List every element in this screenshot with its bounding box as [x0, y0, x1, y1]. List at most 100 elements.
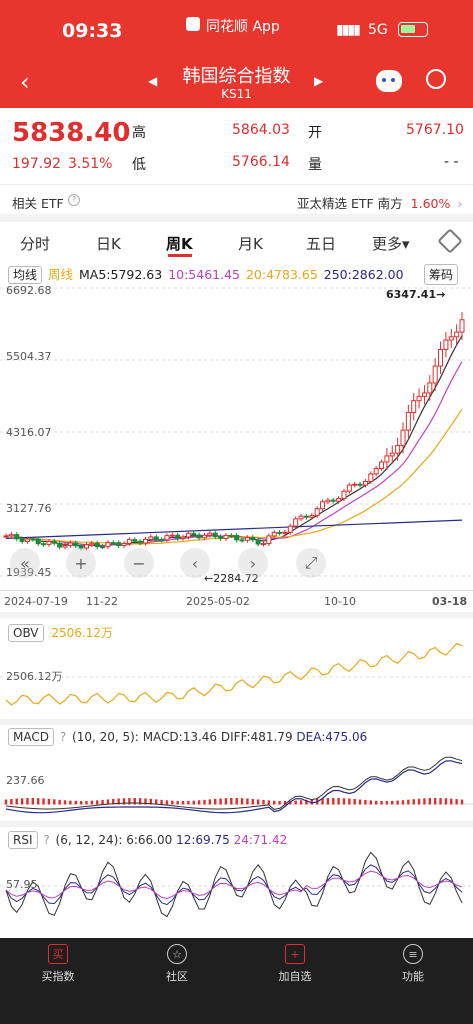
candle-body [255, 539, 261, 545]
kline-chart[interactable] [0, 280, 473, 590]
macd-bar [96, 800, 99, 805]
macd-bar [208, 799, 212, 805]
candle-body [137, 540, 143, 544]
chip-button[interactable]: 筹码 [424, 264, 459, 285]
x-label-1: 2024-07-19 [4, 595, 68, 608]
rsi-params: (6, 12, 24): [55, 833, 123, 847]
ma-type-dropdown[interactable]: 均线 [8, 266, 43, 284]
scroll-right-button[interactable]: › [238, 548, 268, 578]
candle-body [100, 546, 106, 549]
volume-label: 量 [308, 157, 322, 173]
macd-dropdown[interactable]: MACD [8, 728, 54, 746]
candle-body [438, 348, 444, 367]
zoom-in-button[interactable]: + [66, 548, 96, 578]
candle-body [223, 534, 229, 539]
candle-body [320, 501, 326, 510]
etf-label: 相关 ETF [12, 196, 64, 211]
scroll-left-button[interactable]: ‹ [180, 548, 210, 578]
macd-bar [294, 800, 297, 805]
etf-pct: 1.60% [410, 196, 451, 211]
tab-weekly[interactable]: 周K [166, 235, 193, 253]
back-icon[interactable]: ‹ [20, 68, 30, 96]
candle-body [126, 539, 132, 544]
tab-five-day[interactable]: 五日 [306, 235, 337, 253]
candle-body [459, 319, 465, 333]
macd-bar [63, 800, 67, 805]
candle-body [180, 536, 186, 539]
rsi-dropdown[interactable]: RSI [8, 831, 38, 849]
macd-bar [230, 798, 233, 805]
settings-icon[interactable] [437, 228, 463, 254]
chevron-right-icon: › [457, 196, 463, 211]
nav-community[interactable]: ☆ 社区 [142, 944, 212, 984]
candle-body [234, 535, 240, 541]
nav-buy-index[interactable]: 买 买指数 [23, 944, 93, 984]
macd-bar [439, 798, 442, 805]
macd-bar [90, 800, 94, 805]
obv-line [5, 642, 463, 706]
info-icon[interactable]: ? [68, 194, 80, 206]
macd-bar [240, 798, 244, 805]
macd-bar [369, 800, 372, 805]
candle-body [46, 540, 52, 545]
candle-body [287, 525, 293, 533]
candle-body [336, 498, 342, 502]
menu-icon: ≡ [403, 944, 423, 964]
etf-row[interactable]: 亚太精选 ETF 南方 1.60% › [297, 193, 462, 212]
macd-bar [289, 800, 292, 805]
chevron-right-icon: › [249, 553, 257, 573]
rsi-axis-label: 57.95 [6, 878, 38, 891]
price-change: 197.92 [12, 156, 61, 172]
rewind-button[interactable]: « [10, 548, 40, 578]
candle-body [362, 480, 368, 486]
macd-bar [358, 799, 362, 805]
macd-bar [321, 798, 324, 805]
candle-body [67, 542, 73, 546]
candle-body [282, 531, 288, 534]
help-icon[interactable]: ? [59, 730, 67, 744]
tab-more[interactable]: 更多▾ [372, 235, 410, 253]
macd-bar [283, 800, 287, 805]
candle-body [298, 515, 304, 520]
candle-body [175, 534, 181, 539]
candle-body [330, 499, 336, 502]
nav-functions[interactable]: ≡ 功能 [378, 944, 448, 984]
macd-bar [122, 798, 126, 805]
status-app-name: 同花顺 App [206, 19, 280, 35]
prev-arrow-icon[interactable]: ◀ [148, 74, 158, 88]
ma10-line [5, 361, 463, 547]
candle-body [30, 538, 36, 541]
robot-assistant-icon[interactable] [376, 70, 402, 92]
macd-bar [36, 798, 40, 805]
search-icon[interactable] [426, 69, 446, 89]
candle-body [196, 534, 202, 539]
candle-body [105, 542, 111, 548]
candle-body [244, 537, 250, 541]
candle-body [51, 540, 57, 544]
next-arrow-icon[interactable]: ▶ [314, 74, 324, 88]
macd-header: MACD ? (10, 20, 5): MACD:13.46 DIFF:481.… [8, 728, 367, 746]
candle-body [389, 452, 395, 457]
add-icon: + [285, 944, 305, 964]
candle-body [116, 542, 122, 547]
dea-line [5, 760, 463, 814]
tab-monthly[interactable]: 月K [238, 235, 263, 253]
tab-daily[interactable]: 日K [96, 235, 121, 253]
app-logo-icon [186, 17, 200, 31]
fullscreen-button[interactable]: ⤢ [296, 548, 326, 578]
help-icon[interactable]: ? [43, 833, 50, 847]
macd-axis-label: 237.66 [6, 774, 45, 787]
tab-minute[interactable]: 分时 [20, 235, 51, 253]
ma5-value: MA5:5792.63 [79, 267, 163, 282]
open-value: 5767.10 [406, 122, 464, 138]
candle-body [309, 515, 315, 518]
obv-dropdown[interactable]: OBV [8, 624, 44, 642]
macd-bar [149, 798, 153, 805]
macd-bar [133, 798, 136, 805]
title-bar: ‹ ◀ 韩国综合指数 KS11 ▶ [0, 56, 473, 108]
macd-bar [112, 798, 115, 805]
nav-add-watchlist[interactable]: + 加自选 [260, 944, 330, 984]
zoom-out-button[interactable]: − [124, 548, 154, 578]
macd-bar [353, 799, 356, 805]
candle-body [212, 532, 218, 538]
